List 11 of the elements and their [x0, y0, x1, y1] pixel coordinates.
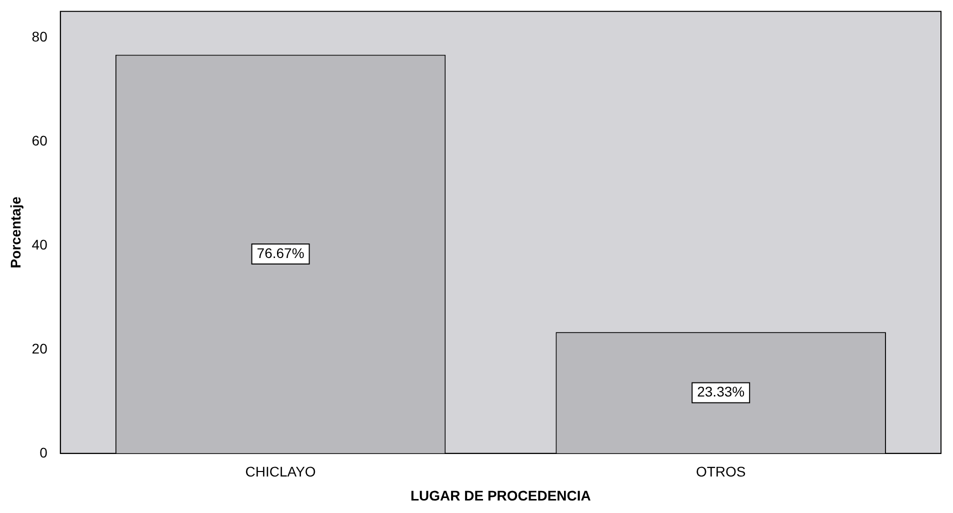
data-label: 76.67% — [256, 244, 304, 261]
y-tick-label: 20 — [32, 340, 48, 356]
data-label: 23.33% — [697, 384, 745, 400]
y-tick-label: 60 — [32, 132, 48, 148]
y-tick-label: 80 — [32, 28, 48, 44]
x-axis-title: LUGAR DE PROCEDENCIA — [410, 487, 591, 504]
y-tick-label: 0 — [40, 444, 48, 460]
y-tick-label: 40 — [32, 236, 48, 252]
x-tick-label: OTROS — [696, 464, 746, 480]
x-tick-label: CHICLAYO — [245, 464, 316, 480]
y-axis-title: Porcentaje — [7, 196, 24, 268]
